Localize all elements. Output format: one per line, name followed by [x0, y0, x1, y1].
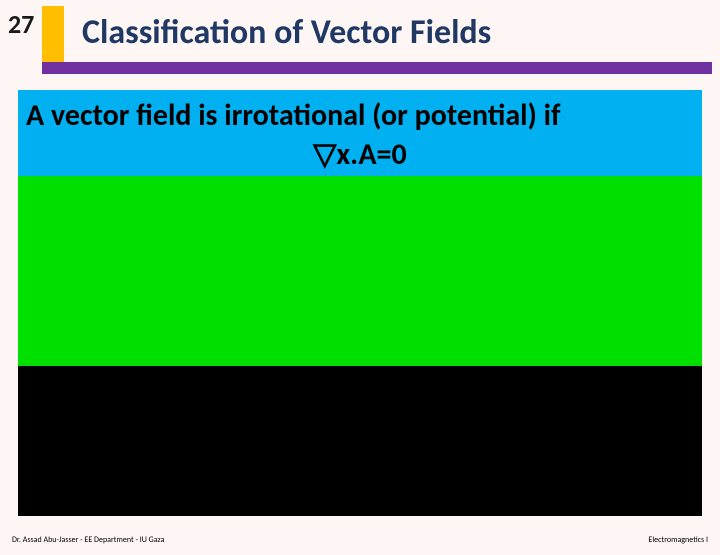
- green-highlight-block: [18, 176, 702, 366]
- definition-text: A vector field is irrotational (or poten…: [26, 97, 561, 134]
- slide-content: A vector field is irrotational (or poten…: [18, 90, 702, 516]
- slide-title: Classification of Vector Fields: [82, 12, 491, 53]
- black-block: [18, 366, 702, 516]
- definition-equation: ▽x.A=0: [26, 135, 694, 174]
- accent-horizontal-bar: [42, 62, 712, 74]
- page-number: 27: [8, 8, 34, 40]
- slide-header: 27 Classification of Vector Fields: [0, 0, 720, 74]
- footer-author: Dr. Assad Abu-Jasser - EE Department - I…: [12, 535, 164, 545]
- definition-box: A vector field is irrotational (or poten…: [18, 90, 702, 176]
- footer-course: Electromagnetics I: [648, 535, 708, 545]
